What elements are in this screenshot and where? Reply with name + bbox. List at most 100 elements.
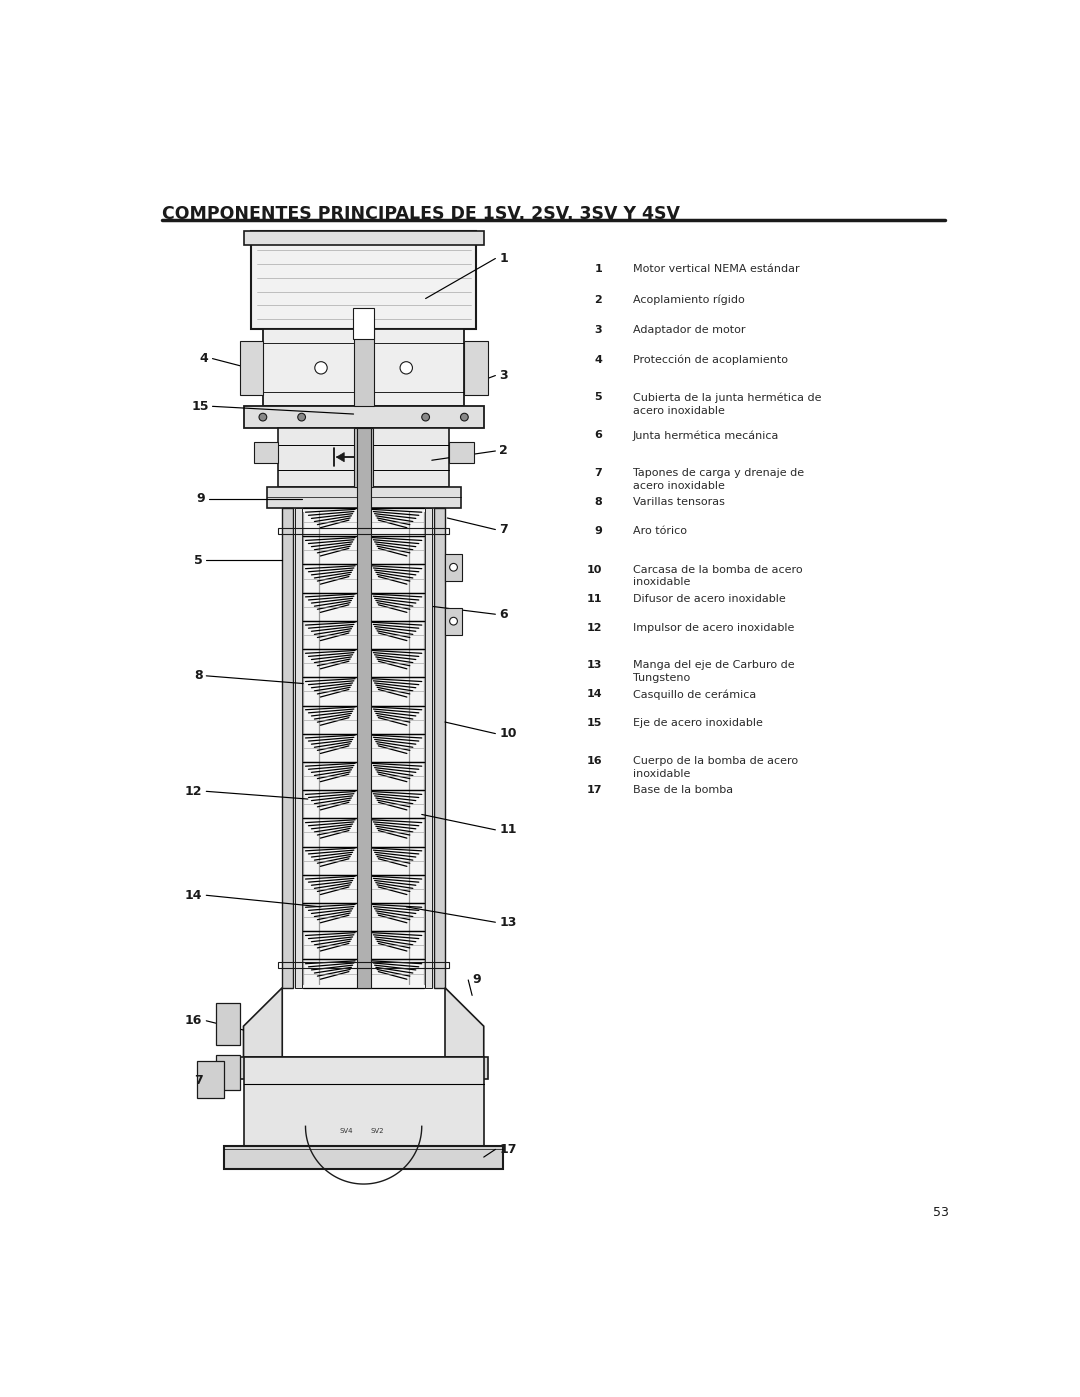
Text: 6: 6 — [594, 430, 602, 440]
Text: SV2: SV2 — [370, 1127, 384, 1134]
Bar — [302, 902, 424, 932]
Text: 15: 15 — [191, 400, 208, 414]
Bar — [252, 231, 476, 330]
Text: 9: 9 — [594, 525, 602, 536]
Text: Motor vertical NEMA estándar: Motor vertical NEMA estándar — [633, 264, 799, 274]
Text: 3: 3 — [594, 324, 602, 335]
Bar — [240, 1058, 488, 1078]
Text: 10: 10 — [499, 726, 516, 740]
Text: 2: 2 — [499, 444, 508, 457]
Text: Cubierta de la junta hermética de
acero inoxidable: Cubierta de la junta hermética de acero … — [633, 393, 822, 416]
Bar — [279, 528, 449, 534]
Text: 9: 9 — [197, 492, 205, 506]
Circle shape — [259, 414, 267, 420]
Bar — [356, 427, 370, 988]
Bar — [302, 564, 424, 592]
Text: Eje de acero inoxidable: Eje de acero inoxidable — [633, 718, 762, 728]
Circle shape — [460, 414, 469, 420]
Bar — [302, 620, 424, 650]
Text: 2: 2 — [594, 295, 602, 305]
Bar — [197, 1060, 225, 1098]
Bar — [262, 330, 464, 407]
Bar — [282, 509, 293, 988]
Bar — [243, 231, 484, 244]
Text: COMPONENTES PRINCIPALES DE 1SV, 2SV, 3SV Y 4SV: COMPONENTES PRINCIPALES DE 1SV, 2SV, 3SV… — [162, 204, 680, 222]
Bar — [445, 608, 462, 636]
Text: 16: 16 — [185, 1014, 202, 1027]
Text: 15: 15 — [586, 718, 602, 728]
Bar — [445, 555, 462, 581]
Bar — [302, 650, 424, 678]
Text: 8: 8 — [594, 497, 602, 507]
Circle shape — [314, 362, 327, 374]
Bar — [434, 509, 445, 988]
Bar — [254, 441, 279, 464]
Bar — [302, 705, 424, 733]
Text: 11: 11 — [499, 823, 516, 837]
Text: 1: 1 — [594, 264, 602, 274]
Text: 5: 5 — [193, 553, 202, 567]
Bar — [353, 307, 375, 338]
Bar — [302, 733, 424, 761]
Bar — [302, 509, 424, 536]
Bar — [302, 592, 424, 620]
Bar — [302, 875, 424, 902]
Text: 5: 5 — [594, 393, 602, 402]
Text: 53: 53 — [933, 1206, 948, 1218]
Bar — [267, 488, 460, 509]
Circle shape — [422, 414, 430, 420]
Bar — [216, 1056, 240, 1090]
Text: 1: 1 — [499, 251, 508, 265]
Text: Impulsor de acero inoxidable: Impulsor de acero inoxidable — [633, 623, 795, 633]
Text: 17: 17 — [586, 785, 602, 795]
Text: 10: 10 — [586, 564, 602, 574]
Bar — [302, 847, 424, 875]
Bar — [302, 678, 424, 705]
Bar — [353, 330, 374, 407]
Bar — [216, 1003, 240, 1045]
Bar — [296, 509, 302, 988]
Text: Cuerpo de la bomba de acero
inoxidable: Cuerpo de la bomba de acero inoxidable — [633, 756, 798, 780]
Bar — [243, 407, 484, 427]
Bar — [302, 960, 424, 988]
Polygon shape — [243, 988, 282, 1058]
Polygon shape — [337, 453, 345, 462]
Bar — [279, 961, 449, 968]
Bar — [302, 761, 424, 791]
Text: Casquillo de cerámica: Casquillo de cerámica — [633, 689, 756, 700]
Bar — [302, 536, 424, 564]
Text: Aro tórico: Aro tórico — [633, 525, 687, 536]
Text: 11: 11 — [586, 594, 602, 604]
Text: 3: 3 — [499, 369, 508, 381]
Text: SV4: SV4 — [340, 1127, 353, 1134]
Text: Junta hermética mecánica: Junta hermética mecánica — [633, 430, 780, 440]
Text: 4: 4 — [594, 355, 602, 365]
Circle shape — [400, 362, 413, 374]
Polygon shape — [445, 988, 484, 1058]
Text: 13: 13 — [499, 916, 516, 929]
Text: Adaptador de motor: Adaptador de motor — [633, 324, 745, 335]
Text: Varillas tensoras: Varillas tensoras — [633, 497, 725, 507]
Text: 7: 7 — [193, 1073, 202, 1087]
Circle shape — [449, 617, 458, 624]
Bar — [302, 932, 424, 960]
Bar — [240, 341, 262, 395]
Text: 9: 9 — [472, 974, 481, 986]
Text: 8: 8 — [193, 669, 202, 682]
Text: Carcasa de la bomba de acero
inoxidable: Carcasa de la bomba de acero inoxidable — [633, 564, 802, 587]
Text: 7: 7 — [499, 522, 508, 536]
Text: 12: 12 — [185, 785, 202, 798]
Text: Difusor de acero inoxidable: Difusor de acero inoxidable — [633, 594, 786, 604]
Text: Protección de acoplamiento: Protección de acoplamiento — [633, 355, 788, 365]
Text: Manga del eje de Carburo de
Tungsteno: Manga del eje de Carburo de Tungsteno — [633, 661, 795, 683]
Text: 14: 14 — [586, 689, 602, 700]
Bar — [449, 441, 474, 464]
Bar — [225, 1146, 503, 1169]
Circle shape — [449, 563, 458, 571]
Text: Acoplamiento rígido: Acoplamiento rígido — [633, 295, 745, 305]
Text: 17: 17 — [499, 1143, 516, 1155]
Text: 6: 6 — [499, 608, 508, 620]
Text: 12: 12 — [586, 623, 602, 633]
Text: Tapones de carga y drenaje de
acero inoxidable: Tapones de carga y drenaje de acero inox… — [633, 468, 805, 490]
Text: 4: 4 — [200, 352, 208, 365]
